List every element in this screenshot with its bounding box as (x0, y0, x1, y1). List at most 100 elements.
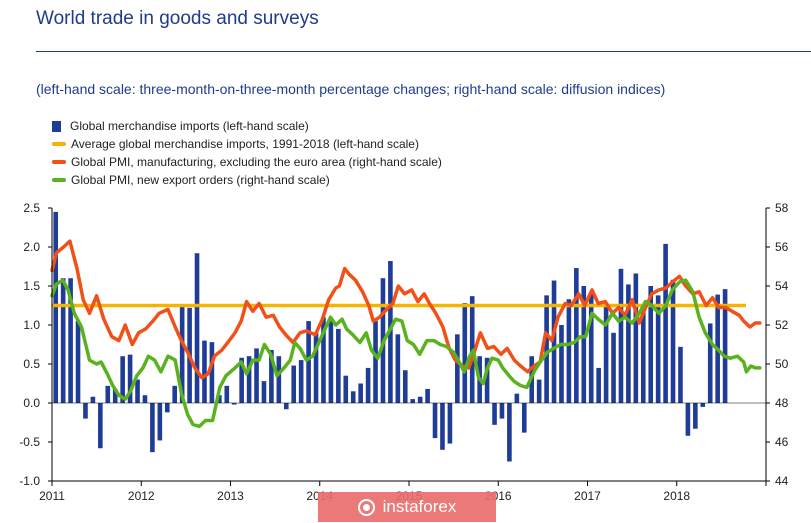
pmi-manufacturing-line (50, 239, 762, 380)
bar-mark (112, 388, 118, 403)
bar-mark (261, 381, 267, 403)
bar-mark (588, 293, 594, 403)
bar-mark (514, 393, 520, 403)
bar-mark (202, 340, 207, 403)
bar-mark (633, 273, 639, 403)
bar-mark (700, 403, 706, 407)
bar-mark (298, 360, 304, 403)
pmi-export-line (50, 278, 762, 429)
left-tick-label: 2.0 (23, 240, 40, 254)
bar-mark (655, 295, 661, 403)
bar-mark (336, 328, 341, 403)
bar-mark (722, 289, 728, 403)
left-tick-label: 2.5 (23, 201, 40, 215)
bar-mark (611, 332, 616, 403)
bar-mark (350, 391, 356, 403)
bar-mark (343, 375, 349, 403)
bar-mark (663, 243, 668, 403)
bar-mark (551, 280, 557, 403)
bar-mark (447, 403, 453, 444)
left-tick-label: -1.0 (19, 474, 40, 488)
legend-item-pmi-manufacturing: Global PMI, manufacturing, excluding the… (52, 153, 442, 171)
right-tick-label: 46 (775, 435, 789, 449)
x-tick-label: 2012 (128, 489, 155, 503)
right-tick-label: 50 (775, 357, 789, 371)
title-divider (36, 51, 811, 52)
bar-mark (455, 334, 460, 403)
bar-mark (596, 367, 601, 403)
bar-mark (150, 403, 155, 453)
bar-mark (648, 286, 654, 403)
bar-mark (492, 403, 497, 425)
chart-legend: Global merchandise imports (left-hand sc… (52, 117, 442, 189)
bar-mark (693, 403, 698, 429)
bar-mark (157, 403, 163, 441)
bar-mark (440, 403, 445, 450)
bar-mark (536, 379, 542, 403)
bar-mark (521, 403, 527, 433)
bar-mark (306, 321, 311, 403)
bar-mark (283, 403, 289, 410)
bar-mark (209, 342, 215, 403)
right-tick-label: 56 (775, 240, 789, 254)
bar-mark (224, 385, 230, 403)
left-tick-label: -0.5 (19, 435, 40, 449)
x-tick-label: 2011 (39, 489, 65, 503)
legend-label-average: Average global merchandise imports, 1991… (71, 137, 419, 151)
x-tick-label: 2018 (663, 489, 690, 503)
chart-title: World trade in goods and surveys (36, 8, 319, 29)
bar-mark (98, 403, 103, 449)
bar-mark (707, 323, 713, 403)
bar-mark (574, 268, 579, 403)
legend-swatch-average (52, 142, 66, 146)
bar-mark (120, 356, 125, 403)
bar-mark (566, 299, 572, 403)
left-tick-label: 0.5 (23, 357, 40, 371)
bar-mark (410, 399, 416, 403)
bar-mark (60, 278, 66, 403)
x-tick-label: 2013 (217, 489, 244, 503)
bar-mark (321, 317, 326, 403)
bar-mark (640, 309, 646, 403)
chart-subtitle: (left-hand scale: three-month-on-three-m… (36, 81, 666, 97)
bar-mark (544, 295, 549, 403)
watermark: instaforex (318, 492, 496, 522)
legend-item-imports: Global merchandise imports (left-hand sc… (52, 117, 442, 135)
legend-item-average: Average global merchandise imports, 1991… (52, 135, 442, 153)
bar-mark (685, 403, 691, 436)
legend-swatch-imports (52, 120, 61, 132)
bar-mark (499, 403, 505, 419)
bar-mark (462, 303, 468, 403)
bar-mark (269, 349, 274, 403)
watermark-logo-icon (357, 498, 375, 516)
bar-mark (231, 403, 237, 405)
bar-mark (83, 403, 88, 419)
watermark-text: instaforex (382, 497, 457, 516)
bar-mark (581, 286, 587, 403)
bar-mark (432, 403, 438, 439)
bar-mark (75, 321, 81, 403)
bar-mark (127, 354, 133, 403)
bar-mark (217, 395, 222, 403)
bar-mark (559, 325, 564, 403)
bar-mark (105, 385, 111, 403)
bar-mark (90, 396, 96, 403)
bar-mark (194, 253, 200, 403)
right-tick-label: 54 (775, 279, 789, 293)
bar-mark (603, 303, 609, 403)
bar-mark (670, 279, 676, 403)
x-tick-label: 2017 (574, 489, 601, 503)
right-tick-label: 52 (775, 318, 789, 332)
legend-label-pmi-manufacturing: Global PMI, manufacturing, excluding the… (71, 155, 442, 169)
bar-mark (53, 211, 59, 403)
bar-mark (276, 356, 282, 403)
bar-mark (142, 395, 148, 403)
bar-mark (246, 356, 252, 403)
bar-mark (507, 403, 512, 462)
right-tick-label: 48 (775, 396, 789, 410)
bar-mark (291, 365, 297, 403)
bar-mark (68, 278, 73, 403)
bar-mark (626, 284, 631, 403)
legend-swatch-pmi-manufacturing (52, 160, 66, 164)
